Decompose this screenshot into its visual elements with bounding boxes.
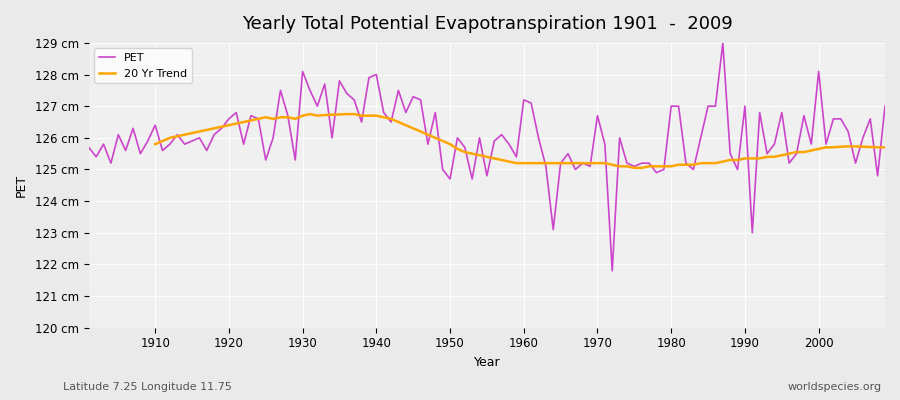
PET bbox=[717, 40, 728, 45]
PET bbox=[349, 98, 360, 102]
PET bbox=[511, 154, 522, 159]
20 Yr Trend bbox=[290, 116, 301, 121]
20 Yr Trend bbox=[879, 145, 890, 150]
Y-axis label: PET: PET bbox=[15, 174, 28, 197]
20 Yr Trend bbox=[149, 142, 160, 146]
Line: 20 Yr Trend: 20 Yr Trend bbox=[155, 114, 885, 168]
20 Yr Trend bbox=[533, 161, 544, 166]
20 Yr Trend bbox=[835, 144, 846, 149]
Legend: PET, 20 Yr Trend: PET, 20 Yr Trend bbox=[94, 48, 192, 83]
PET bbox=[142, 138, 153, 143]
Text: Latitude 7.25 Longitude 11.75: Latitude 7.25 Longitude 11.75 bbox=[63, 382, 232, 392]
20 Yr Trend bbox=[629, 166, 640, 170]
Text: worldspecies.org: worldspecies.org bbox=[788, 382, 882, 392]
PET bbox=[879, 104, 890, 108]
20 Yr Trend bbox=[858, 144, 868, 149]
20 Yr Trend bbox=[592, 161, 603, 166]
PET bbox=[614, 136, 625, 140]
PET bbox=[84, 145, 94, 150]
PET bbox=[304, 88, 315, 93]
X-axis label: Year: Year bbox=[473, 356, 500, 369]
Line: PET: PET bbox=[89, 43, 885, 271]
PET bbox=[518, 98, 529, 102]
PET bbox=[607, 268, 617, 273]
20 Yr Trend bbox=[304, 112, 315, 116]
Title: Yearly Total Potential Evapotranspiration 1901  -  2009: Yearly Total Potential Evapotranspiratio… bbox=[241, 15, 733, 33]
20 Yr Trend bbox=[327, 112, 338, 117]
